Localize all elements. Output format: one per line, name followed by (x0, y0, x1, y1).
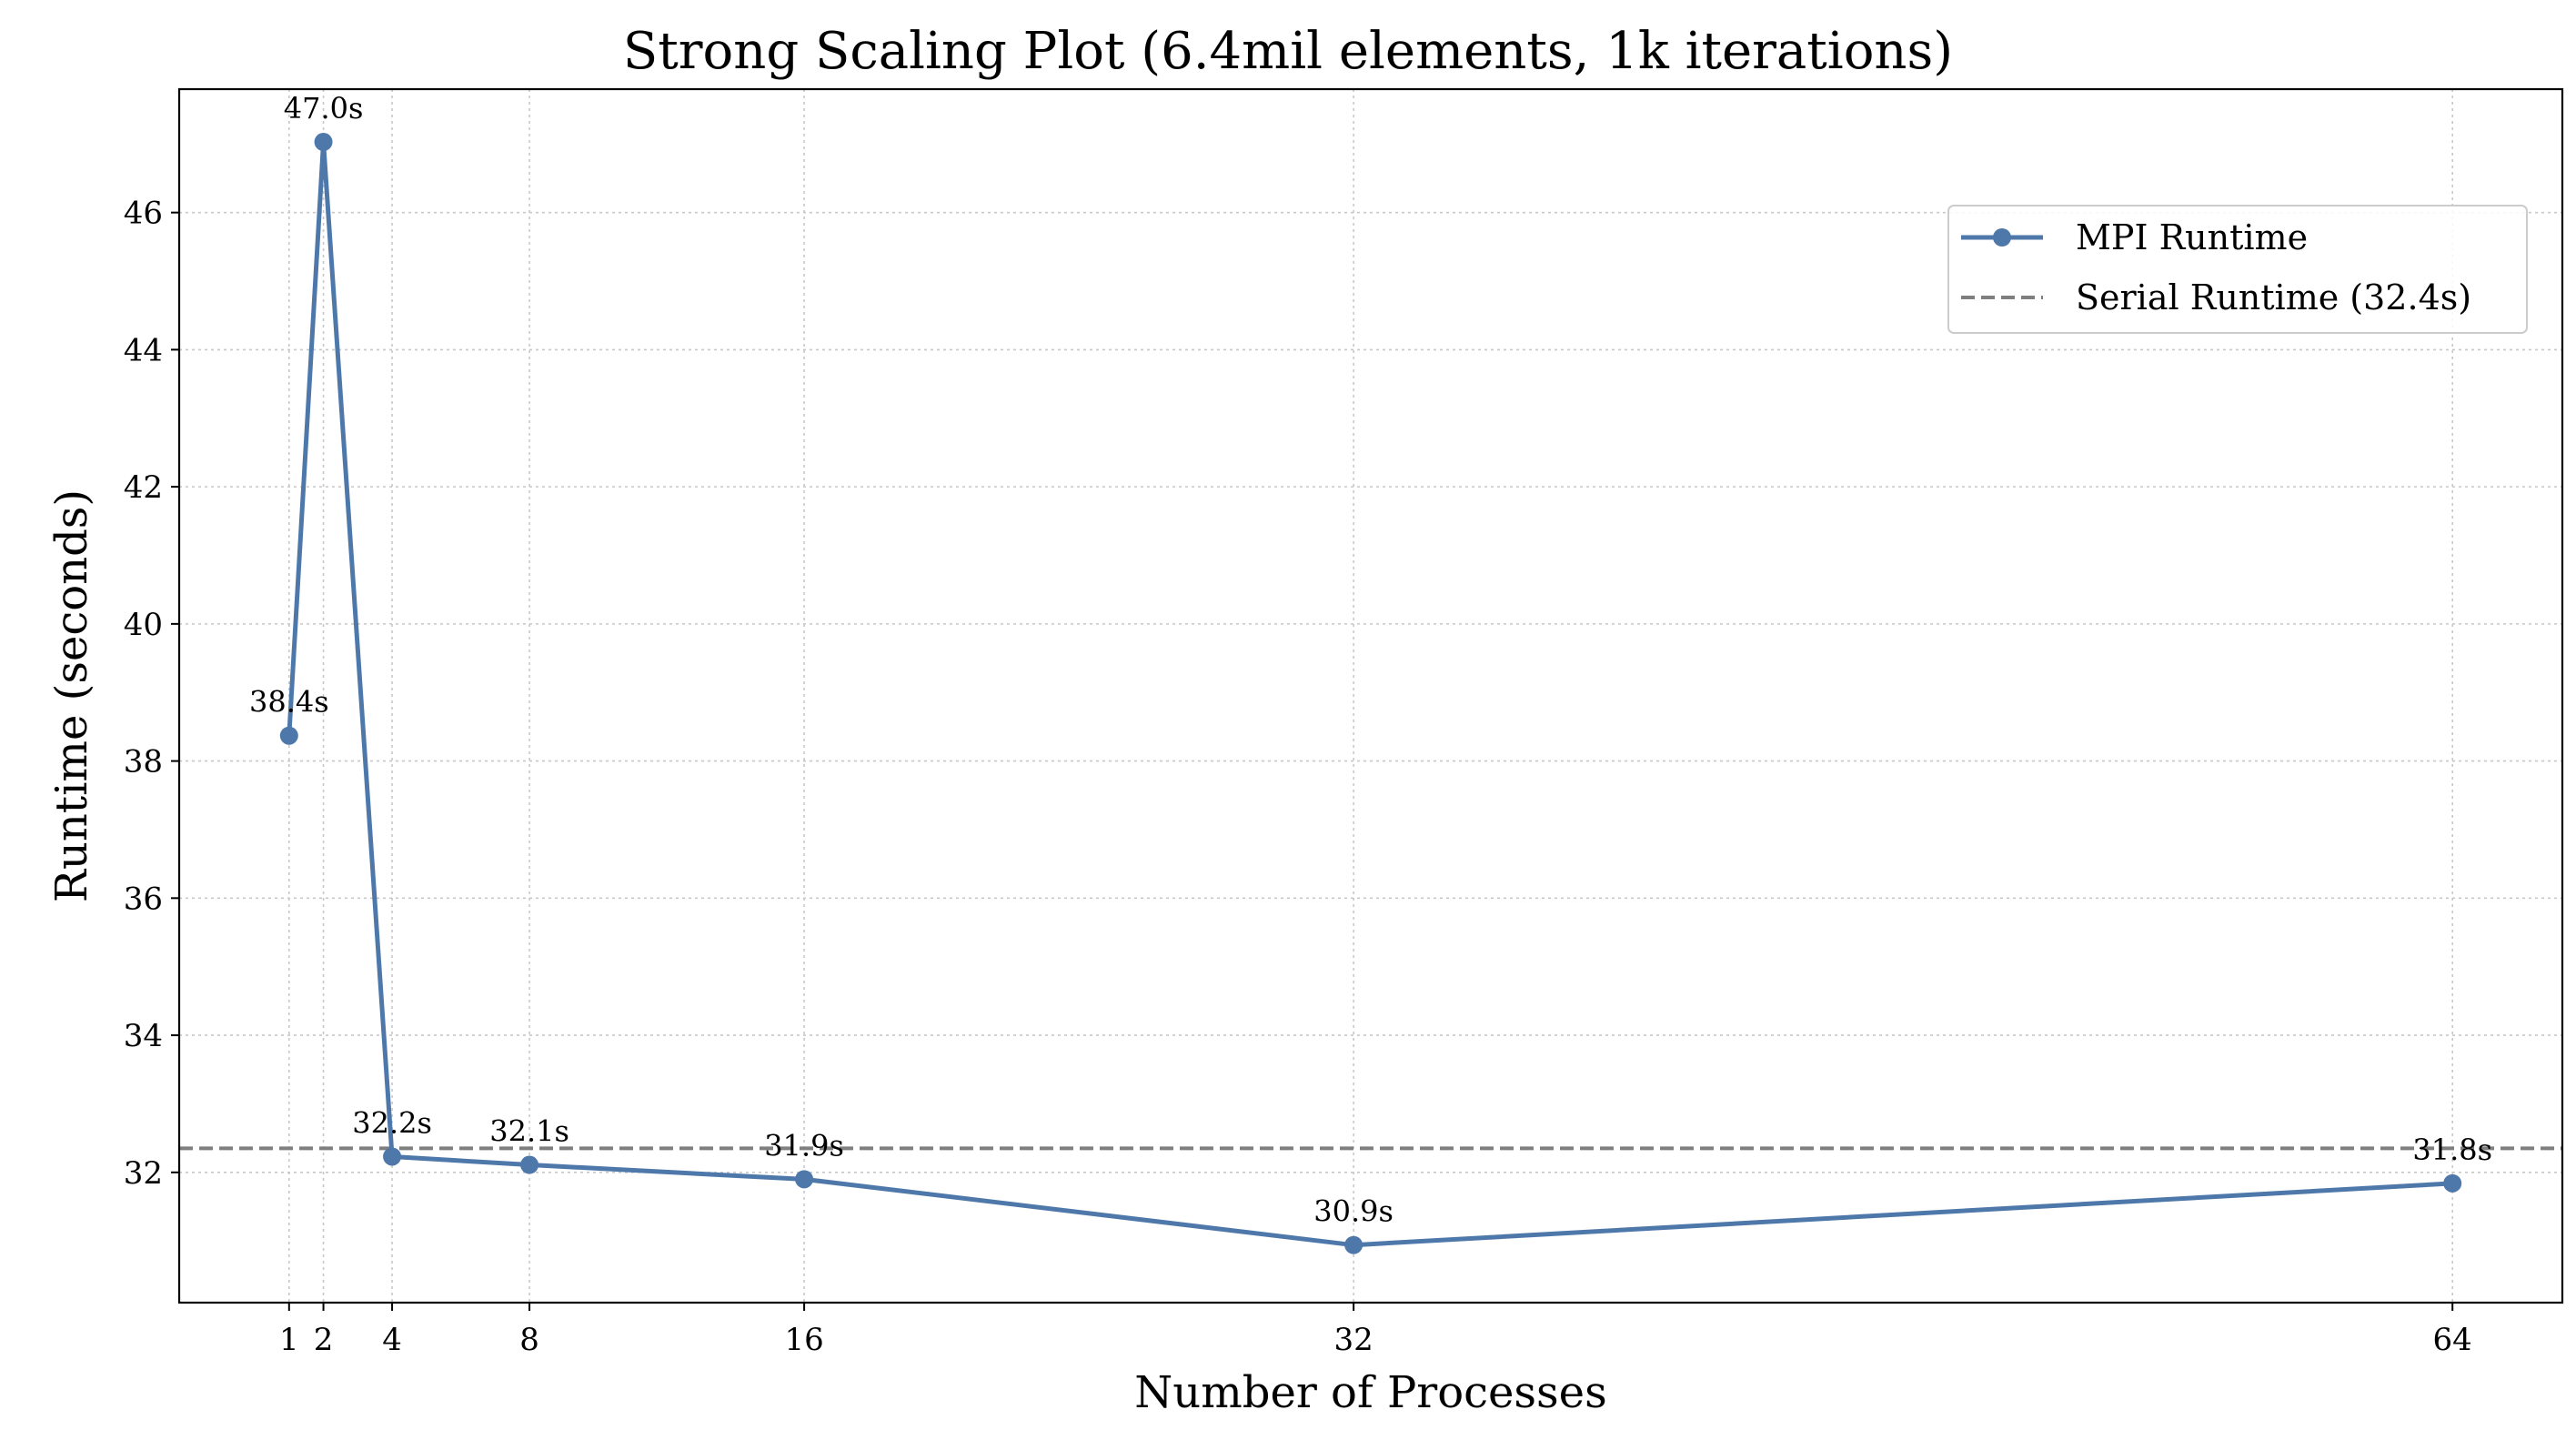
y-tick-label: 42 (124, 469, 163, 506)
chart-title: Strong Scaling Plot (6.4mil elements, 1k… (623, 22, 1953, 81)
y-tick-label: 46 (124, 196, 163, 232)
mpi-runtime-point-label: 32.1s (489, 1114, 569, 1149)
mpi-runtime-point-label: 38.4s (249, 685, 329, 720)
x-tick-label: 64 (2433, 1322, 2472, 1358)
y-tick-label: 34 (124, 1018, 163, 1054)
mpi-runtime-point-label: 30.9s (1313, 1194, 1394, 1229)
grid (179, 89, 2562, 1303)
y-tick-label: 32 (124, 1155, 163, 1192)
plot-area-frame (177, 87, 2564, 1304)
mpi-runtime-point (795, 1170, 814, 1189)
mpi-runtime-point (383, 1147, 402, 1166)
y-axis-ticks: 32 34 36 38 40 42 44 46 (124, 196, 179, 1192)
legend-serial-label: Serial Runtime (32.4s) (2076, 277, 2471, 317)
y-tick-label: 40 (124, 607, 163, 643)
mpi-runtime-point (520, 1155, 539, 1174)
x-axis-label: Number of Processes (1134, 1367, 1606, 1418)
legend-box (1947, 205, 2528, 334)
mpi-runtime-point-label: 32.2s (352, 1105, 432, 1140)
data-labels: 38.4s 47.0s 32.2s 32.1s 31.9s 30.9s 31.8s (249, 91, 2492, 1229)
x-tick-label: 2 (314, 1322, 334, 1358)
y-tick-label: 44 (124, 332, 163, 368)
legend-mpi-label: MPI Runtime (2076, 217, 2308, 257)
x-tick-label: 32 (1333, 1322, 1373, 1358)
x-axis-ticks: 1 2 4 8 16 32 64 (279, 1303, 2472, 1358)
mpi-runtime-point-label: 31.8s (2412, 1133, 2492, 1167)
x-tick-label: 1 (279, 1322, 299, 1358)
series (279, 133, 2462, 1254)
legend: MPI Runtime Serial Runtime (32.4s) (1947, 205, 2528, 334)
legend-mpi-marker-swatch (1993, 228, 2011, 247)
mpi-runtime-point (2443, 1173, 2462, 1193)
x-tick-label: 16 (784, 1322, 823, 1358)
mpi-runtime-point (314, 133, 333, 152)
mpi-runtime-point-label: 47.0s (284, 91, 364, 126)
mpi-runtime-point-label: 31.9s (764, 1128, 844, 1163)
mpi-runtime-point (279, 726, 298, 745)
y-axis-label: Runtime (seconds) (46, 489, 97, 902)
y-tick-label: 36 (124, 881, 163, 917)
x-tick-label: 8 (519, 1322, 539, 1358)
mpi-runtime-point (1344, 1235, 1363, 1254)
x-tick-label: 4 (382, 1322, 402, 1358)
y-tick-label: 38 (124, 744, 163, 780)
